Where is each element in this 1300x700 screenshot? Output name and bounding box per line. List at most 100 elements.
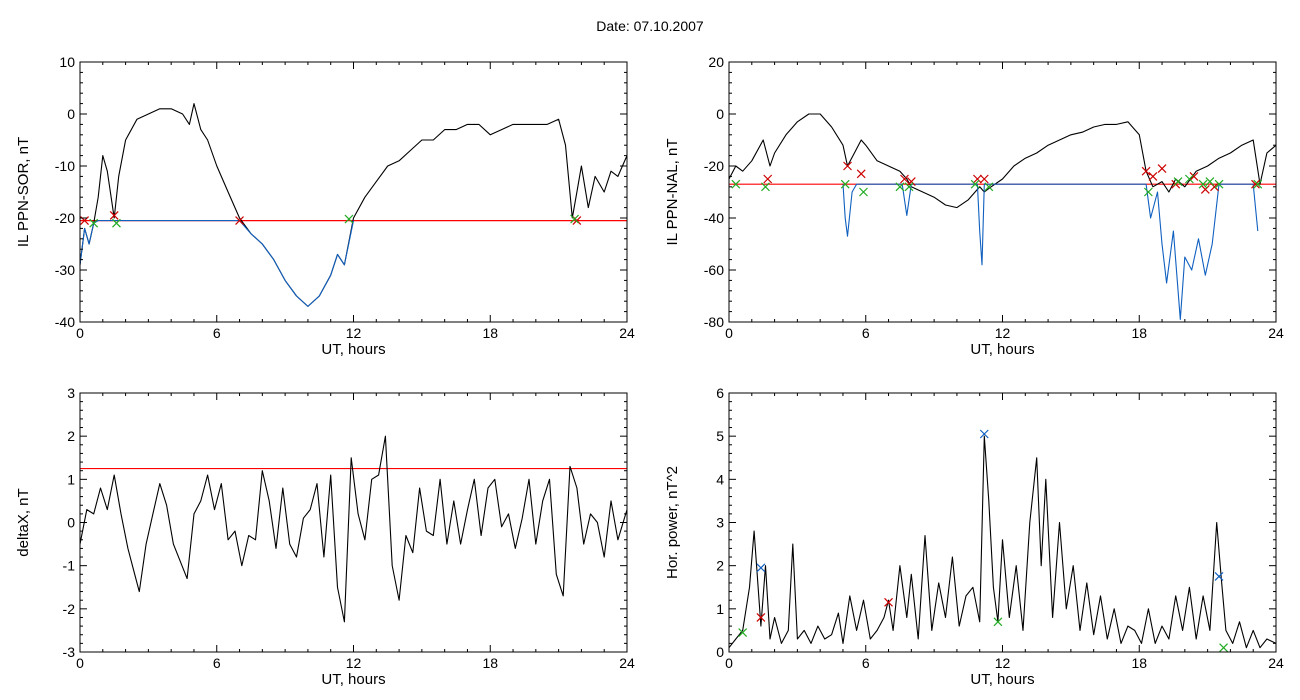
series-line-1 <box>728 113 1277 209</box>
data-marker <box>89 218 99 228</box>
data-marker <box>906 177 916 187</box>
marker-stroke <box>895 182 905 192</box>
chart-panel-1: 0 6 12 18 24 -40 -30 -20 -10 0 10 UT, hours IL PPN-S… <box>15 54 635 358</box>
x-tick-label: 0 <box>725 325 733 341</box>
data-marker <box>1184 174 1194 184</box>
data-marker <box>570 214 580 224</box>
data-marker <box>1214 179 1224 189</box>
y-tick-label: -60 <box>704 262 724 278</box>
data-marker <box>731 179 741 189</box>
x-axis-label: UT, hours <box>321 671 385 688</box>
y-axis-label: IL PPN-NAL, nT <box>664 139 681 246</box>
y-tick-label: -2 <box>63 601 76 617</box>
y-tick-label: 0 <box>716 106 724 122</box>
marker-stroke <box>344 214 354 224</box>
marker-stroke <box>1143 187 1153 197</box>
x-tick-label: 12 <box>346 655 362 671</box>
marker-stroke <box>1198 179 1208 189</box>
marker-stroke <box>1214 572 1224 581</box>
marker-stroke <box>906 177 916 187</box>
marker-stroke <box>80 216 89 226</box>
y-tick-label: -80 <box>704 314 724 330</box>
y-tick-label: 5 <box>716 428 724 444</box>
marker-stroke <box>1219 643 1229 653</box>
y-tick-label: -20 <box>55 210 75 226</box>
data-marker <box>1173 177 1183 187</box>
series-line-1 <box>728 435 1277 649</box>
marker-stroke <box>1253 179 1263 189</box>
data-marker <box>973 174 982 184</box>
marker-stroke <box>1184 174 1194 184</box>
data-marker <box>235 216 244 226</box>
data-marker <box>763 174 773 184</box>
x-tick-label: 6 <box>862 325 870 341</box>
x-tick-label: 12 <box>995 655 1011 671</box>
marker-stroke <box>1210 182 1219 192</box>
x-tick-label: 12 <box>346 325 362 341</box>
plot-frame <box>79 61 628 323</box>
data-marker <box>1205 177 1215 187</box>
marker-stroke <box>89 218 99 228</box>
data-marker <box>979 429 989 439</box>
marker-stroke <box>970 179 980 189</box>
x-tick-label: 18 <box>482 655 498 671</box>
x-axis-label: UT, hours <box>970 341 1034 358</box>
marker-stroke <box>756 613 766 622</box>
x-tick-label: 18 <box>1131 655 1147 671</box>
data-marker <box>109 210 119 220</box>
y-tick-label: 1 <box>716 601 724 617</box>
y-axis-label: IL PPN-SOR, nT <box>15 137 32 247</box>
x-tick-label: 6 <box>213 325 221 341</box>
marker-stroke <box>984 182 994 192</box>
series-line-1 <box>79 435 628 623</box>
marker-stroke <box>1200 184 1210 194</box>
marker-stroke <box>1173 177 1183 187</box>
x-tick-label: 18 <box>482 325 498 341</box>
data-marker <box>904 182 914 192</box>
y-tick-label: 3 <box>67 385 75 401</box>
marker-stroke <box>1214 179 1224 189</box>
y-tick-label: 4 <box>716 471 724 487</box>
marker-stroke <box>973 174 982 184</box>
x-tick-label: 0 <box>76 325 84 341</box>
marker-stroke <box>1205 177 1215 187</box>
marker-stroke <box>840 179 850 189</box>
marker-stroke <box>1189 171 1199 181</box>
y-tick-label: -1 <box>63 558 76 574</box>
marker-stroke <box>900 174 909 184</box>
y-tick-label: 10 <box>59 54 75 70</box>
y-axis-label: Hor. power, nT^2 <box>664 466 681 579</box>
data-marker <box>840 179 850 189</box>
data-marker <box>984 182 994 192</box>
data-marker <box>843 161 852 171</box>
x-tick-label: 24 <box>619 325 635 341</box>
y-tick-label: -3 <box>63 644 76 660</box>
data-marker <box>1219 643 1229 653</box>
data-marker <box>738 628 748 637</box>
data-marker <box>1189 171 1199 181</box>
marker-stroke <box>738 628 748 637</box>
data-marker <box>993 617 1003 627</box>
marker-stroke <box>235 216 244 226</box>
data-marker <box>884 597 893 607</box>
x-tick-label: 24 <box>1268 325 1284 341</box>
data-marker <box>856 169 866 179</box>
marker-stroke <box>731 179 741 189</box>
marker-stroke <box>843 161 852 171</box>
y-tick-label: 2 <box>716 558 724 574</box>
x-tick-label: 24 <box>1268 655 1284 671</box>
marker-stroke <box>1251 179 1260 189</box>
data-marker <box>112 218 121 228</box>
data-marker <box>1148 171 1158 181</box>
chart-panel-2: 0 6 12 18 24 -80 -60 -40 -20 0 20 UT, hours IL PPN-N… <box>664 54 1284 358</box>
data-marker <box>859 187 868 197</box>
y-tick-label: 2 <box>67 428 75 444</box>
y-tick-label: -20 <box>704 158 724 174</box>
marker-stroke <box>756 563 766 573</box>
x-axis-label: UT, hours <box>321 341 385 358</box>
data-marker <box>756 563 766 573</box>
y-tick-label: -30 <box>55 262 75 278</box>
